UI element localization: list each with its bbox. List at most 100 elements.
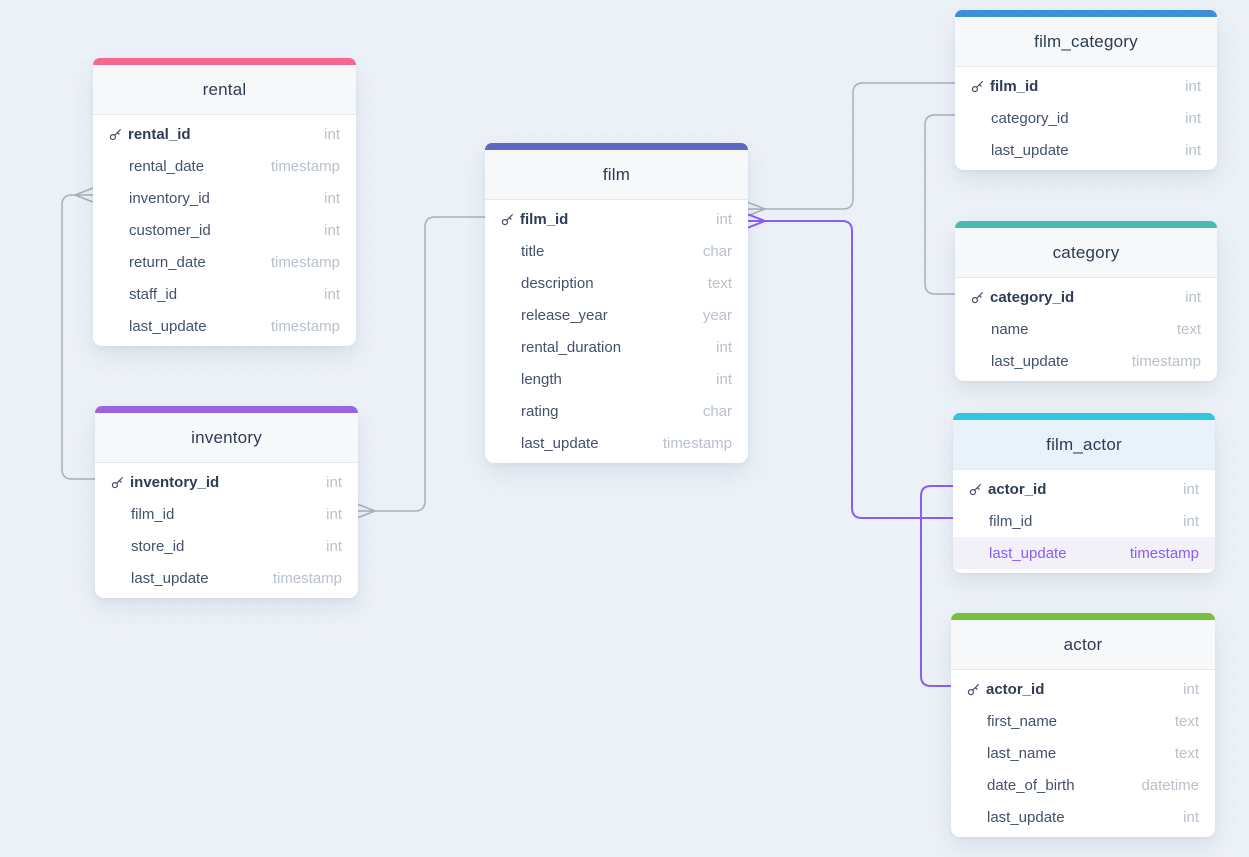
table-inventory[interactable]: inventory inventory_id int film_id int store_…: [95, 406, 358, 598]
table-film[interactable]: film film_id int title char description text re…: [485, 143, 748, 463]
field-left: film_id: [969, 513, 1032, 530]
table-header-rental[interactable]: rental: [93, 65, 356, 115]
field-type: int: [1185, 141, 1201, 159]
table-accent-bar: [951, 613, 1215, 620]
table-body: actor_id int first_name text last_name text da…: [951, 670, 1215, 837]
table-category[interactable]: category category_id int name text last_updat…: [955, 221, 1217, 381]
field-left: inventory_id: [109, 190, 210, 207]
table-accent-bar: [955, 221, 1217, 228]
table-film_category[interactable]: film_category film_id int category_id int las…: [955, 10, 1217, 170]
field-name: store_id: [131, 537, 185, 555]
field-row-actor-last_name[interactable]: last_name text: [951, 737, 1215, 769]
field-row-film-rating[interactable]: rating char: [485, 395, 748, 427]
field-left: last_update: [501, 435, 599, 452]
field-row-film-title[interactable]: title char: [485, 235, 748, 267]
relation-film-film_category[interactable]: [746, 82, 956, 217]
table-header-inventory[interactable]: inventory: [95, 413, 358, 463]
field-type: int: [1183, 808, 1199, 826]
key-icon: [971, 80, 984, 93]
field-row-actor-first_name[interactable]: first_name text: [951, 705, 1215, 737]
field-left: actor_id: [969, 481, 1046, 498]
crow-foot-icon: [74, 187, 94, 203]
relation-film_actor-actor[interactable]: [920, 485, 954, 687]
field-row-actor-actor_id[interactable]: actor_id int: [951, 673, 1215, 705]
field-row-film_category-last_update[interactable]: last_update int: [955, 134, 1217, 166]
field-left: description: [501, 275, 594, 292]
relation-rental-inventory[interactable]: [61, 187, 96, 480]
field-row-rental-last_update[interactable]: last_update timestamp: [93, 310, 356, 342]
relation-film_category-category[interactable]: [924, 114, 956, 295]
field-row-rental-return_date[interactable]: return_date timestamp: [93, 246, 356, 278]
table-film_actor[interactable]: film_actor actor_id int film_id int last_upda…: [953, 413, 1215, 573]
field-name: rating: [521, 402, 559, 420]
field-row-film_actor-last_update[interactable]: last_update timestamp: [953, 537, 1215, 569]
key-icon: [969, 483, 982, 496]
field-row-film-film_id[interactable]: film_id int: [485, 203, 748, 235]
table-header-film_category[interactable]: film_category: [955, 17, 1217, 67]
field-row-category-name[interactable]: name text: [955, 313, 1217, 345]
field-name: inventory_id: [130, 473, 220, 491]
field-type: char: [702, 402, 732, 420]
field-name: category_id: [991, 109, 1069, 127]
field-row-rental-rental_date[interactable]: rental_date timestamp: [93, 150, 356, 182]
field-name: length: [521, 370, 562, 388]
field-row-category-category_id[interactable]: category_id int: [955, 281, 1217, 313]
field-row-inventory-last_update[interactable]: last_update timestamp: [95, 562, 358, 594]
relation-film-film_actor[interactable]: [746, 213, 954, 519]
field-row-actor-last_update[interactable]: last_update int: [951, 801, 1215, 833]
field-type: int: [1185, 109, 1201, 127]
field-name: inventory_id: [129, 189, 210, 207]
field-left: rental_id: [109, 126, 191, 143]
table-header-actor[interactable]: actor: [951, 620, 1215, 670]
field-left: last_update: [967, 809, 1065, 826]
field-row-film-last_update[interactable]: last_update timestamp: [485, 427, 748, 459]
field-row-category-last_update[interactable]: last_update timestamp: [955, 345, 1217, 377]
field-row-film_category-film_id[interactable]: film_id int: [955, 70, 1217, 102]
field-left: first_name: [967, 713, 1057, 730]
field-name: rental_date: [129, 157, 205, 175]
table-title: category: [1052, 242, 1120, 262]
relation-line: [924, 114, 956, 295]
field-row-rental-customer_id[interactable]: customer_id int: [93, 214, 356, 246]
field-type: timestamp: [1131, 352, 1201, 370]
field-name: date_of_birth: [987, 776, 1075, 794]
field-row-rental-inventory_id[interactable]: inventory_id int: [93, 182, 356, 214]
field-type: int: [326, 505, 342, 523]
field-name: title: [521, 242, 545, 260]
key-icon: [111, 476, 124, 489]
table-rental[interactable]: rental rental_id int rental_date timestamp in…: [93, 58, 356, 346]
field-row-film-length[interactable]: length int: [485, 363, 748, 395]
field-row-film_actor-film_id[interactable]: film_id int: [953, 505, 1215, 537]
field-row-film-rental_duration[interactable]: rental_duration int: [485, 331, 748, 363]
relation-inventory-film[interactable]: [356, 216, 486, 519]
field-left: last_name: [967, 745, 1056, 762]
field-left: name: [971, 321, 1029, 338]
field-row-film_actor-actor_id[interactable]: actor_id int: [953, 473, 1215, 505]
field-row-inventory-inventory_id[interactable]: inventory_id int: [95, 466, 358, 498]
field-row-film_category-category_id[interactable]: category_id int: [955, 102, 1217, 134]
field-name: film_id: [989, 512, 1033, 530]
field-row-film-description[interactable]: description text: [485, 267, 748, 299]
field-row-rental-rental_id[interactable]: rental_id int: [93, 118, 356, 150]
table-header-film_actor[interactable]: film_actor: [953, 420, 1215, 470]
key-icon: [967, 683, 980, 696]
field-row-inventory-film_id[interactable]: film_id int: [95, 498, 358, 530]
table-header-category[interactable]: category: [955, 228, 1217, 278]
field-row-film-release_year[interactable]: release_year year: [485, 299, 748, 331]
field-type: int: [716, 338, 732, 356]
field-row-inventory-store_id[interactable]: store_id int: [95, 530, 358, 562]
field-row-rental-staff_id[interactable]: staff_id int: [93, 278, 356, 310]
field-name: rental_duration: [521, 338, 622, 356]
table-actor[interactable]: actor actor_id int first_name text last_name t…: [951, 613, 1215, 837]
field-name: actor_id: [988, 480, 1047, 498]
field-type: int: [324, 285, 340, 303]
table-header-film[interactable]: film: [485, 150, 748, 200]
field-left: last_update: [969, 545, 1067, 562]
field-row-actor-date_of_birth[interactable]: date_of_birth datetime: [951, 769, 1215, 801]
field-left: rental_duration: [501, 339, 621, 356]
table-body: rental_id int rental_date timestamp inventor…: [93, 115, 356, 346]
table-title: inventory: [191, 427, 262, 447]
field-type: int: [1185, 288, 1201, 306]
